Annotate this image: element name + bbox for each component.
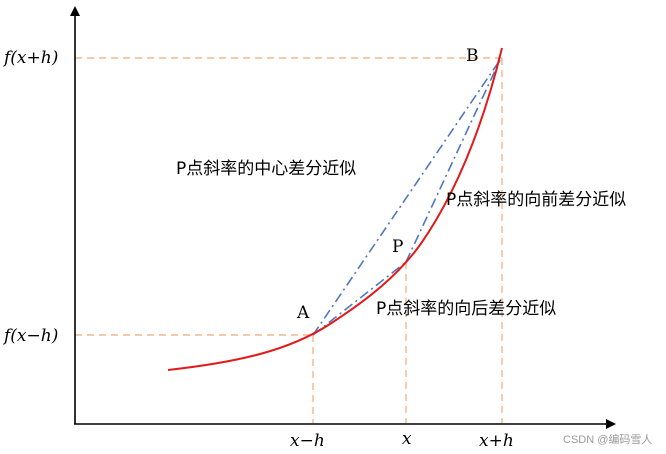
label-x-plus-h: x+h bbox=[479, 431, 514, 451]
label-f-x-minus-h: f(x−h) bbox=[2, 326, 58, 346]
guide-lines bbox=[75, 57, 503, 423]
label-point-p: P bbox=[392, 237, 403, 257]
axes bbox=[70, 6, 616, 429]
annotation-backward-diff: P点斜率的向后差分近似 bbox=[376, 299, 556, 319]
central-secant bbox=[312, 59, 501, 336]
label-point-b: B bbox=[466, 46, 479, 66]
function-curve bbox=[167, 47, 503, 371]
label-x: x bbox=[402, 429, 412, 449]
watermark: CSDN @编码雪人 bbox=[563, 432, 652, 446]
label-x-minus-h: x−h bbox=[290, 431, 325, 451]
annotation-central-diff: P点斜率的中心差分近似 bbox=[176, 159, 356, 179]
label-point-a: A bbox=[296, 303, 310, 323]
label-f-x-plus-h: f(x+h) bbox=[2, 48, 58, 68]
secant-lines bbox=[312, 59, 501, 336]
annotation-forward-diff: P点斜率的向前差分近似 bbox=[446, 190, 626, 210]
forward-secant bbox=[405, 59, 501, 263]
